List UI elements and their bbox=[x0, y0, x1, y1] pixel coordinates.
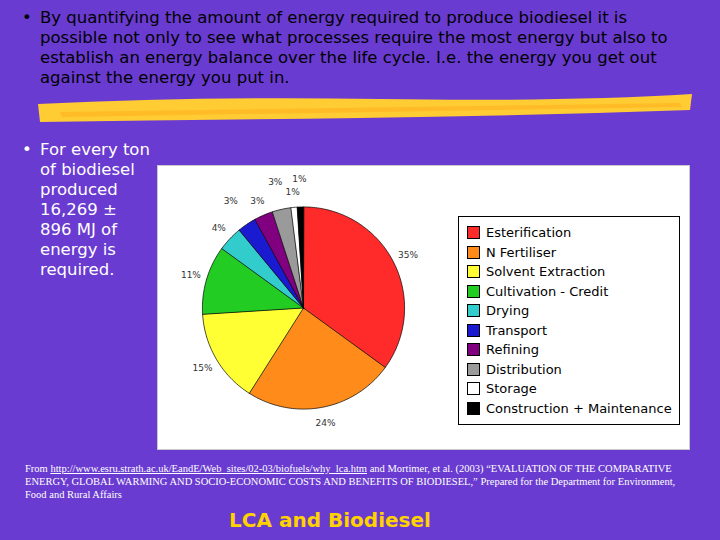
html-text:Drying: Drying bbox=[486, 303, 530, 319]
html-text:For every ton of biodiesel pro: For every ton of biodiesel produced 16,2… bbox=[40, 140, 150, 279]
svg-text:4%: 4% bbox=[212, 223, 227, 233]
html-text:From http://www.esru.strath.ac: From http://www.esru.strath.ac.uk/EandE/… bbox=[25, 463, 676, 500]
svg-text:11%: 11% bbox=[181, 270, 201, 280]
html-text:Distribution: Distribution bbox=[486, 361, 562, 377]
html-text:Transport: Transport bbox=[486, 322, 547, 338]
svg-text:15%: 15% bbox=[193, 363, 213, 373]
html-text:Storage: Storage bbox=[486, 381, 537, 397]
svg-text:1%: 1% bbox=[292, 174, 307, 184]
html-text:Refining: Refining bbox=[486, 342, 539, 358]
svg-text:3%: 3% bbox=[250, 196, 265, 206]
html-text:By quantifying the amount of e: By quantifying the amount of energy requ… bbox=[40, 8, 668, 87]
svg-text:3%: 3% bbox=[224, 196, 239, 206]
html-text:LCA and Biodiesel: LCA and Biodiesel bbox=[229, 508, 431, 532]
html-text:Construction + Maintenance: Construction + Maintenance bbox=[486, 400, 672, 416]
html-text:Cultivation - Credit: Cultivation - Credit bbox=[486, 283, 609, 299]
svg-text:35%: 35% bbox=[398, 250, 418, 260]
svg-text:3%: 3% bbox=[268, 177, 283, 187]
svg-text:1%: 1% bbox=[285, 187, 300, 197]
html-text:Esterification: Esterification bbox=[486, 225, 572, 241]
html-text:Solvent Extraction: Solvent Extraction bbox=[486, 264, 606, 280]
svg-text:24%: 24% bbox=[315, 418, 335, 428]
html-text:N Fertiliser: N Fertiliser bbox=[486, 244, 556, 260]
